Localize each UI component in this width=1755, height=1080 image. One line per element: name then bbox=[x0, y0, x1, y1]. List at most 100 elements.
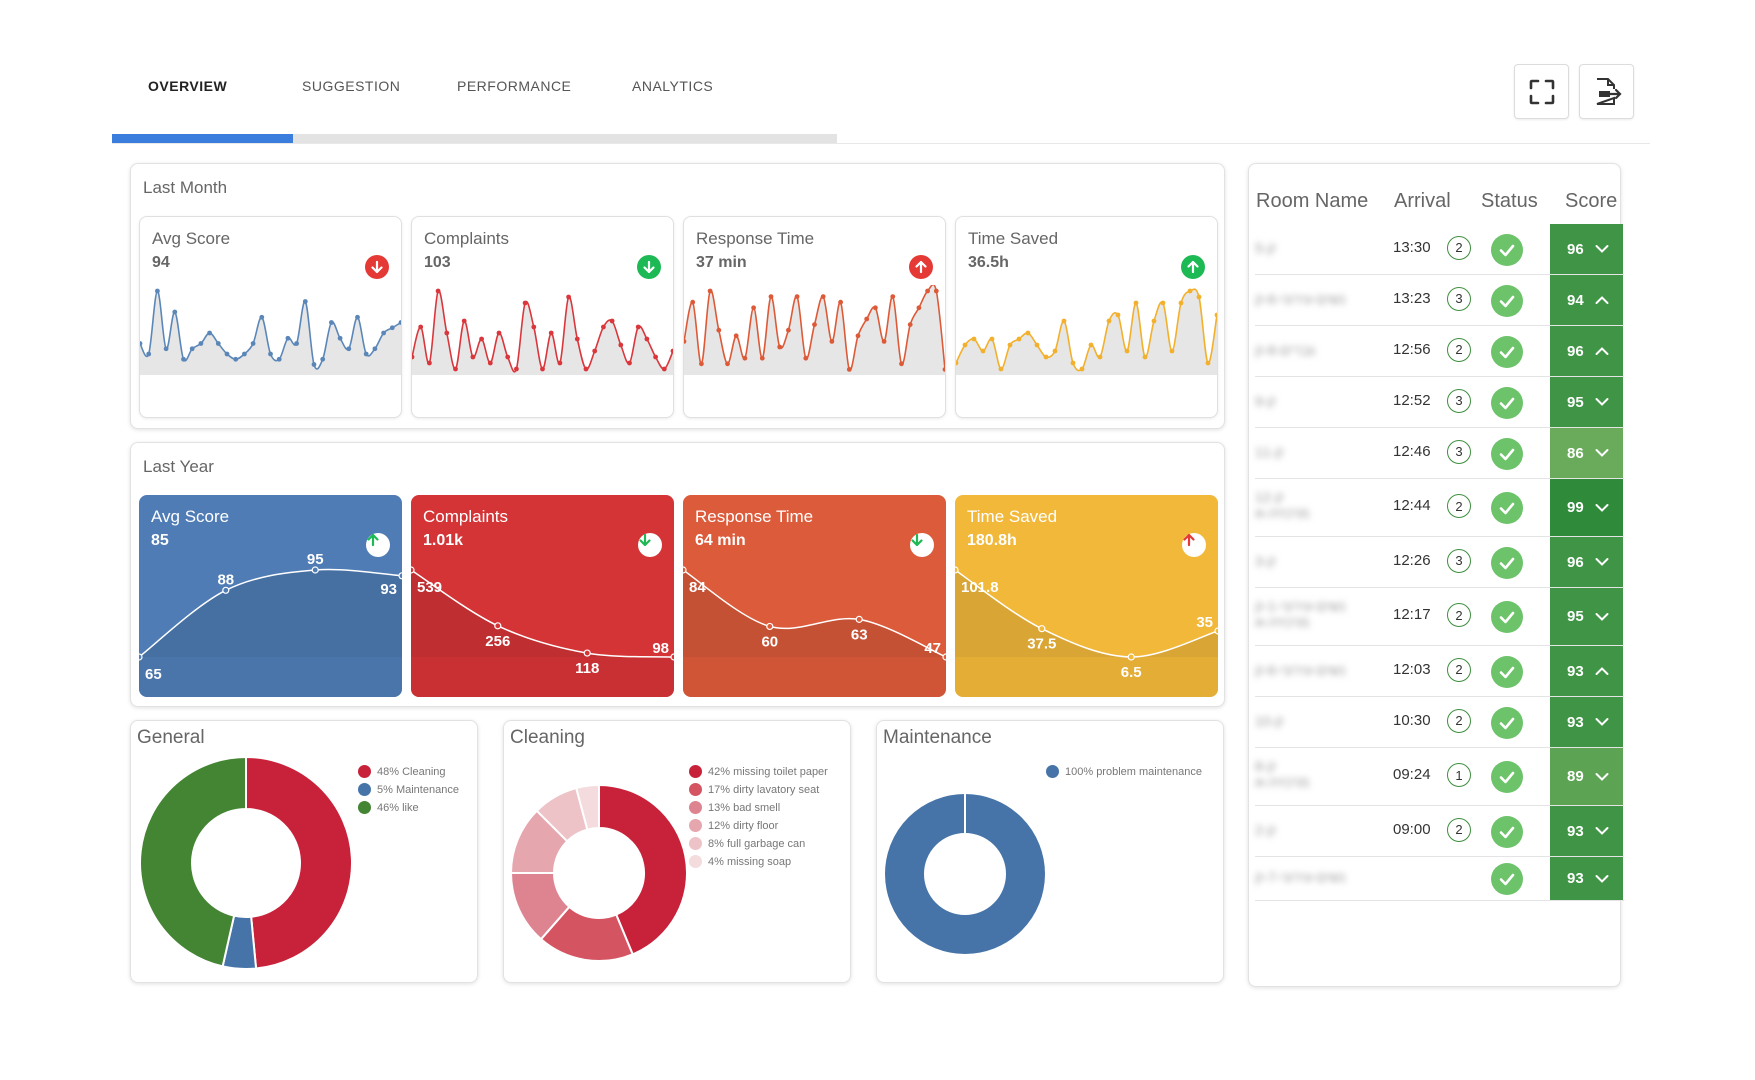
metric-card[interactable]: Response Time 64 min 84 60 63 47 bbox=[683, 495, 946, 697]
legend-item[interactable]: 8% full garbage can bbox=[689, 837, 828, 855]
chevron-down-icon[interactable] bbox=[1595, 612, 1609, 622]
table-row[interactable]: 5-ק 13:30 2 96 bbox=[1255, 224, 1624, 275]
column-header-room-name[interactable]: Room Name bbox=[1256, 190, 1369, 212]
chevron-down-icon[interactable] bbox=[1595, 717, 1609, 727]
score-value: 86 bbox=[1567, 444, 1584, 462]
score-cell[interactable]: 93 bbox=[1550, 857, 1623, 900]
score-cell[interactable]: 89 bbox=[1550, 748, 1623, 805]
score-cell[interactable]: 93 bbox=[1550, 646, 1623, 696]
maintenance-panel: Maintenance 100% problem maintenance bbox=[876, 720, 1224, 983]
table-row[interactable]: 2-ק 09:00 2 93 bbox=[1255, 806, 1624, 857]
arrival-time: 12:56 bbox=[1393, 340, 1431, 358]
metric-card[interactable]: Complaints 1.01k 539 256 118 98 bbox=[411, 495, 674, 697]
legend-item[interactable]: 100% problem maintenance bbox=[1046, 765, 1202, 783]
column-header-status[interactable]: Status bbox=[1481, 190, 1538, 212]
table-row[interactable]: נשים-עירוני-1-ק מרכזיה-א 12:17 2 95 bbox=[1255, 588, 1624, 646]
sparkline-point bbox=[198, 341, 204, 346]
table-row[interactable]: 10-ק 10:30 2 93 bbox=[1255, 697, 1624, 748]
point-label: 6.5 bbox=[1121, 664, 1142, 681]
fullscreen-button[interactable] bbox=[1514, 64, 1569, 119]
donut-slice[interactable] bbox=[139, 755, 247, 968]
arrow-down-icon bbox=[643, 260, 655, 274]
tab-suggestion[interactable]: SUGGESTION bbox=[302, 78, 401, 94]
column-header-score[interactable]: Score bbox=[1565, 190, 1618, 212]
chevron-down-icon[interactable] bbox=[1595, 557, 1609, 567]
sparkline-point bbox=[1016, 336, 1022, 342]
score-cell[interactable]: 86 bbox=[1550, 428, 1623, 478]
table-row[interactable]: 8-ק מרכזיה-א 09:24 1 89 bbox=[1255, 748, 1624, 806]
chevron-down-icon[interactable] bbox=[1595, 397, 1609, 407]
tab-analytics[interactable]: ANALYTICS bbox=[632, 78, 714, 94]
arrow-up-icon bbox=[1187, 260, 1199, 274]
legend-item[interactable]: 13% bad smell bbox=[689, 801, 828, 819]
metric-card[interactable]: Time Saved 36.5h bbox=[955, 216, 1218, 418]
legend-item[interactable]: 5% Maintenance bbox=[358, 783, 459, 801]
score-cell[interactable]: 96 bbox=[1550, 326, 1623, 376]
table-row[interactable]: נשים-עירוני-7-ק 93 bbox=[1255, 857, 1624, 901]
score-cell[interactable]: 95 bbox=[1550, 377, 1623, 427]
sparkline-point bbox=[355, 314, 360, 320]
tab-performance[interactable]: PERFORMANCE bbox=[457, 78, 572, 94]
metric-card[interactable]: Complaints 103 bbox=[411, 216, 674, 418]
chevron-up-icon[interactable] bbox=[1595, 295, 1609, 305]
score-cell[interactable]: 93 bbox=[1550, 697, 1623, 747]
room-name: נשים-עירוני-6-ק bbox=[1255, 662, 1345, 678]
donut-slice[interactable] bbox=[598, 783, 688, 956]
legend-label: 12% dirty floor bbox=[708, 820, 779, 832]
donut-slice[interactable] bbox=[574, 783, 600, 831]
panel-title: Last Month bbox=[143, 178, 228, 197]
legend-label: 46% like bbox=[377, 802, 419, 814]
chevron-down-icon[interactable] bbox=[1595, 772, 1609, 782]
legend-item[interactable]: 46% like bbox=[358, 801, 459, 819]
legend-item[interactable]: 17% dirty lavatory seat bbox=[689, 783, 828, 801]
sparkline-point bbox=[644, 336, 650, 342]
chevron-up-icon[interactable] bbox=[1595, 346, 1609, 356]
sparkline-point bbox=[259, 314, 265, 320]
sparkline-point bbox=[899, 361, 904, 367]
sparkline-point bbox=[522, 300, 528, 306]
legend-item[interactable]: 42% missing toilet paper bbox=[689, 765, 828, 783]
metric-card[interactable]: Avg Score 85 65 88 95 93 bbox=[139, 495, 402, 697]
table-row[interactable]: גברים-8-ק 12:56 2 96 bbox=[1255, 326, 1624, 377]
table-row[interactable]: 12-ק מרכזיה-א 12:44 2 99 bbox=[1255, 479, 1624, 537]
table-row[interactable]: נשים-עירוני-6-ק 13:23 3 94 bbox=[1255, 275, 1624, 326]
metric-card[interactable]: Time Saved 180.8h 101.8 37.5 6.5 35 bbox=[955, 495, 1218, 697]
chevron-down-icon[interactable] bbox=[1595, 448, 1609, 458]
chevron-up-icon[interactable] bbox=[1595, 666, 1609, 676]
arrow-up-icon bbox=[367, 533, 379, 547]
table-row[interactable]: 3-ק 12:26 3 96 bbox=[1255, 537, 1624, 588]
score-cell[interactable]: 93 bbox=[1550, 806, 1623, 856]
room-name-line: מרכזיה-א bbox=[1255, 774, 1310, 790]
metric-card[interactable]: Avg Score 94 bbox=[139, 216, 402, 418]
sparkline-point bbox=[1214, 312, 1217, 318]
score-cell[interactable]: 99 bbox=[1550, 479, 1623, 536]
chevron-down-icon[interactable] bbox=[1595, 244, 1609, 254]
score-cell[interactable]: 96 bbox=[1550, 224, 1623, 274]
metric-card[interactable]: Response Time 37 min bbox=[683, 216, 946, 418]
score-cell[interactable]: 94 bbox=[1550, 275, 1623, 325]
export-pdf-button[interactable] bbox=[1579, 64, 1634, 119]
score-cell[interactable]: 95 bbox=[1550, 588, 1623, 645]
table-row[interactable]: 11-ק 12:46 3 86 bbox=[1255, 428, 1624, 479]
point-label: 88 bbox=[217, 571, 234, 588]
chevron-down-icon[interactable] bbox=[1595, 874, 1609, 884]
panel-title: General bbox=[137, 727, 205, 748]
sparkline-point bbox=[140, 341, 143, 346]
column-header-arrival[interactable]: Arrival bbox=[1394, 190, 1451, 212]
legend-item[interactable]: 12% dirty floor bbox=[689, 819, 828, 837]
trend-point bbox=[683, 566, 687, 574]
score-cell[interactable]: 96 bbox=[1550, 537, 1623, 587]
legend-item[interactable]: 48% Cleaning bbox=[358, 765, 459, 783]
sparkline-point bbox=[699, 361, 704, 367]
table-row[interactable]: 9-ק 12:52 3 95 bbox=[1255, 377, 1624, 428]
cleaning-donut bbox=[509, 783, 688, 962]
donut-slice[interactable] bbox=[245, 755, 351, 970]
chevron-down-icon[interactable] bbox=[1595, 503, 1609, 513]
tab-overview[interactable]: OVERVIEW bbox=[148, 78, 228, 94]
chevron-down-icon[interactable] bbox=[1595, 826, 1609, 836]
metric-label: Avg Score bbox=[152, 229, 231, 248]
sparkline-point bbox=[574, 336, 580, 342]
table-row[interactable]: נשים-עירוני-6-ק 12:03 2 93 bbox=[1255, 646, 1624, 697]
sparkline-point bbox=[733, 333, 739, 339]
legend-item[interactable]: 4% missing soap bbox=[689, 855, 828, 873]
